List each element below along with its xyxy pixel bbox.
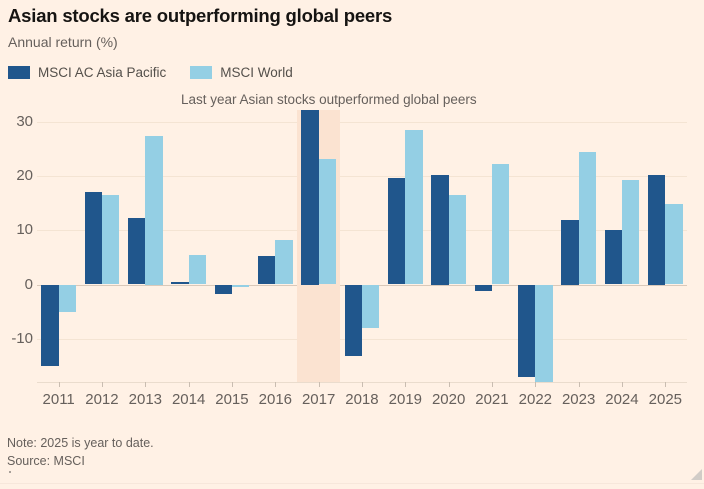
bar [362,284,380,329]
plot-area: 30 20 10 0 -10 2011 2012 2013 2014 2015 2016 2017 20… [11,110,687,408]
bar [232,284,250,287]
legend: MSCI AC Asia Pacific MSCI World [8,65,293,80]
x-tick-label: 2017 [301,391,336,408]
x-tick-label: 2012 [85,391,119,408]
bar [578,152,596,285]
x-tick [275,382,277,387]
bar [145,135,163,285]
x-tick-label: 2016 [258,391,293,408]
x-tick [535,382,537,387]
bar [41,284,59,366]
x-tick-label: 2011 [42,391,75,408]
resize-handle-icon[interactable] [691,469,702,480]
x-tick-label: 2021 [475,391,509,408]
bar [405,130,423,285]
bar [128,217,146,285]
bar [604,229,622,285]
x-tick [622,382,623,387]
bar [171,282,189,285]
bar [518,284,536,377]
x-tick [362,382,363,387]
note-text: Note: 2025 is year to date. [7,436,154,450]
bar [258,255,276,285]
y-tick-label: 0 [24,275,33,293]
y-tick-label: -10 [11,329,33,347]
x-tick-label: 2020 [431,391,466,408]
x-tick-label: 2013 [128,391,163,408]
bar [431,175,449,285]
gridline [37,121,687,123]
y-tick-label: 10 [16,221,33,239]
bar [648,174,666,285]
x-tick [448,382,450,387]
x-tick [188,382,190,387]
y-tick-label: 30 [16,112,33,130]
x-tick-label: 2015 [215,391,249,408]
chart-subtitle: Annual return (%) [8,34,118,50]
bar [318,159,336,285]
x-tick-label: 2018 [345,391,379,408]
stray-dot [9,471,11,473]
x-tick [318,382,320,387]
bar [492,163,510,285]
legend-swatch-asia-pacific-icon [8,66,30,79]
x-tick [102,382,103,387]
x-tick [665,382,667,387]
x-tick-label: 2024 [605,391,639,408]
legend-label: MSCI World [220,65,293,80]
bar [665,204,683,285]
bar [275,240,293,285]
x-tick [145,382,147,387]
x-tick [58,382,60,387]
x-tick-label: 2023 [561,391,596,408]
bar [84,191,102,285]
y-tick-label: 20 [16,167,33,185]
chart-title: Asian stocks are outperforming global pe… [8,5,393,26]
x-tick [492,382,493,387]
source-text: Source: MSCI [7,454,85,468]
x-tick [578,382,580,387]
bar [344,284,362,356]
x-tick-label: 2022 [518,391,553,408]
legend-swatch-world-icon [190,66,213,79]
bar [535,284,553,382]
bar [448,195,466,285]
bar [58,284,76,312]
x-tick-label: 2025 [648,391,683,408]
bar [214,284,232,294]
gridline [37,176,687,178]
bottom-divider [0,483,704,484]
bar [102,195,120,285]
legend-label: MSCI AC Asia Pacific [38,65,167,80]
gridline [37,338,687,340]
gridline [37,230,687,232]
bar [301,110,319,285]
legend-item-asia-pacific: MSCI AC Asia Pacific [8,65,166,80]
x-tick [232,382,233,387]
legend-item-world: MSCI World [190,65,293,80]
bar [474,284,492,291]
bar [388,177,406,285]
bar [188,254,206,285]
x-tick-label: 2014 [171,391,206,408]
bar [622,180,640,285]
x-tick-label: 2019 [388,391,423,408]
chart-annotation: Last year Asian stocks outperformed glob… [181,92,477,107]
bar [561,220,579,285]
x-tick [405,382,407,387]
